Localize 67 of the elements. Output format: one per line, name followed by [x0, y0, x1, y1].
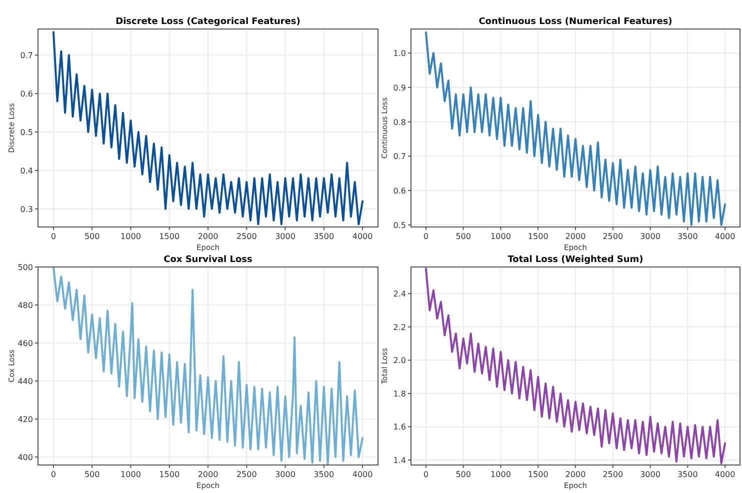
y-tick-label: 2.2 [393, 322, 406, 332]
x-tick-label: 500 [84, 232, 100, 241]
x-tick-label: 2500 [236, 232, 257, 241]
x-tick-label: 500 [456, 470, 471, 479]
y-tick-label: 2.4 [393, 290, 406, 299]
x-tick-label: 3000 [640, 470, 660, 479]
y-tick-label: 440 [18, 377, 33, 386]
chart-title: Total Loss (Weighted Sum) [508, 255, 644, 265]
x-tick-label: 3500 [314, 470, 334, 479]
y-tick-label: 0.4 [20, 166, 33, 176]
x-tick-label: 2000 [565, 470, 586, 479]
line-series [52, 267, 364, 465]
y-tick-label: 1.8 [393, 389, 406, 398]
x-tick-label: 1500 [528, 232, 548, 241]
y-tick-label: 460 [18, 339, 33, 348]
x-tick-label: 3000 [640, 232, 660, 241]
y-tick-label: 1.6 [393, 422, 406, 432]
y-tick-label: 500 [18, 263, 33, 272]
x-tick-label: 3500 [314, 232, 334, 241]
x-tick-label: 4000 [714, 470, 736, 479]
x-tick-label: 2000 [565, 232, 586, 241]
x-tick-label: 1000 [120, 470, 141, 479]
x-tick-label: 500 [456, 232, 471, 241]
y-tick-label: 2.0 [393, 356, 406, 366]
y-tick-label: 0.7 [20, 51, 33, 60]
x-tick-label: 1000 [490, 232, 511, 241]
y-tick-label: 400 [18, 453, 33, 462]
x-tick-label: 2000 [198, 470, 218, 479]
y-tick-label: 0.5 [393, 220, 406, 230]
x-tick-label: 4000 [352, 232, 373, 241]
x-tick-label: 0 [423, 470, 428, 479]
x-tick-label: 1500 [528, 470, 548, 479]
line-series [424, 268, 726, 464]
x-tick-label: 2500 [236, 470, 257, 479]
x-tick-label: 2500 [602, 232, 624, 241]
x-tick-label: 1000 [120, 232, 141, 241]
x-tick-label: 0 [423, 232, 428, 241]
line-series [424, 31, 726, 226]
x-tick-label: 1500 [159, 232, 180, 241]
x-tick-label: 3500 [677, 470, 698, 479]
x-tick-label: 3500 [677, 232, 698, 241]
x-tick-label: 4000 [352, 470, 373, 479]
x-tick-label: 500 [84, 470, 100, 479]
y-tick-label: 480 [18, 301, 33, 310]
x-tick-label: 2000 [198, 232, 218, 241]
chart-title: Discrete Loss (Categorical Features) [116, 17, 300, 27]
x-tick-label: 1000 [490, 470, 511, 479]
y-tick-label: 420 [18, 415, 33, 424]
x-tick-label: 4000 [714, 232, 736, 241]
chart-title: Cox Survival Loss [164, 255, 252, 265]
x-tick-label: 0 [50, 232, 56, 241]
y-tick-label: 1.0 [393, 49, 406, 58]
x-tick-label: 1500 [159, 470, 180, 479]
y-tick-label: 1.4 [393, 456, 406, 466]
x-tick-label: 3000 [275, 232, 296, 241]
x-tick-label: 3000 [275, 470, 296, 479]
x-tick-label: 0 [50, 470, 56, 479]
y-tick-label: 0.8 [393, 118, 406, 127]
y-tick-label: 0.6 [393, 186, 406, 196]
y-tick-label: 0.6 [20, 90, 33, 99]
chart-title: Continuous Loss (Numerical Features) [478, 17, 672, 27]
y-tick-label: 0.5 [20, 128, 33, 138]
line-series [52, 31, 364, 226]
y-tick-label: 0.7 [393, 152, 406, 162]
y-tick-label: 0.3 [20, 204, 33, 214]
y-tick-label: 0.9 [393, 83, 406, 92]
x-tick-label: 2500 [602, 470, 624, 479]
